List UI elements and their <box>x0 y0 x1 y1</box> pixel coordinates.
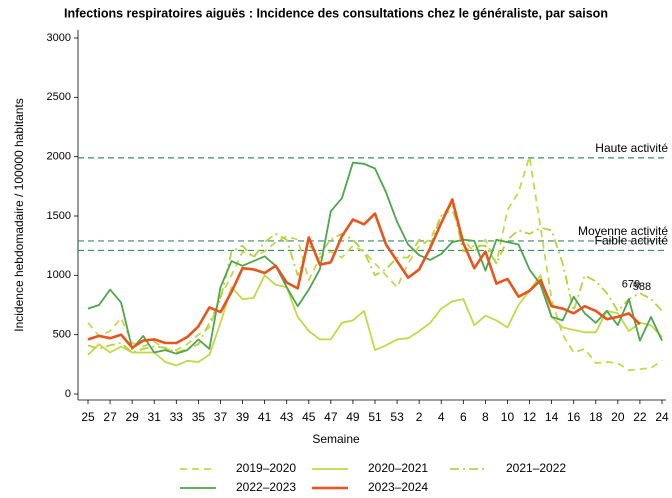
legend-label: 2019–2020 <box>236 461 296 475</box>
x-tick-label: 4 <box>438 410 445 424</box>
x-tick-label: 14 <box>545 410 559 424</box>
y-tick-label: 1000 <box>47 269 71 281</box>
legend-label: 2021–2022 <box>506 461 566 475</box>
x-tick-label: 45 <box>302 410 316 424</box>
x-tick-label: 2 <box>416 410 423 424</box>
y-axis-title: Incidence hebdomadaire / 100000 habitant… <box>12 98 26 332</box>
x-tick-label: 8 <box>482 410 489 424</box>
x-tick-label: 41 <box>258 410 272 424</box>
x-tick-label: 39 <box>236 410 250 424</box>
reference-label: Moyenne activité <box>578 224 668 238</box>
series-line <box>87 155 663 372</box>
x-tick-label: 53 <box>390 410 404 424</box>
y-tick-label: 2000 <box>47 151 71 163</box>
y-tick-label: 1500 <box>47 210 71 222</box>
series-line <box>87 274 663 367</box>
y-tick-label: 500 <box>53 329 71 341</box>
x-tick-label: 10 <box>501 410 515 424</box>
y-tick-label: 2500 <box>47 91 71 103</box>
x-tick-label: 51 <box>368 410 382 424</box>
series-line <box>87 203 663 354</box>
x-tick-label: 43 <box>280 410 294 424</box>
y-tick-label: 0 <box>65 388 71 400</box>
x-tick-label: 35 <box>192 410 206 424</box>
x-tick-label: 6 <box>460 410 467 424</box>
x-tick-label: 47 <box>324 410 338 424</box>
x-tick-label: 12 <box>523 410 537 424</box>
chart-title: Infections respiratoires aiguës : Incide… <box>64 6 608 20</box>
x-tick-label: 49 <box>346 410 360 424</box>
x-tick-label: 18 <box>589 410 603 424</box>
x-tick-label: 16 <box>567 410 581 424</box>
series-line <box>87 198 641 349</box>
x-tick-label: 25 <box>81 410 95 424</box>
x-tick-label: 20 <box>611 410 625 424</box>
x-tick-label: 29 <box>125 410 139 424</box>
y-tick-label: 3000 <box>47 32 71 44</box>
series-line <box>87 161 663 355</box>
legend-label: 2022–2023 <box>236 480 296 494</box>
reference-label: Haute activité <box>595 141 668 155</box>
reference-label: Faible activité <box>595 234 669 248</box>
x-tick-label: 37 <box>214 410 228 424</box>
x-tick-label: 27 <box>103 410 117 424</box>
x-axis-title: Semaine <box>312 432 360 446</box>
data-label: 679 <box>622 278 640 290</box>
x-tick-label: 33 <box>170 410 184 424</box>
legend-label: 2020–2021 <box>368 461 428 475</box>
data-label: 588 <box>633 281 651 293</box>
x-tick-label: 22 <box>633 410 647 424</box>
x-tick-label: 24 <box>655 410 669 424</box>
x-tick-label: 31 <box>148 410 162 424</box>
legend-label: 2023–2024 <box>368 480 428 494</box>
